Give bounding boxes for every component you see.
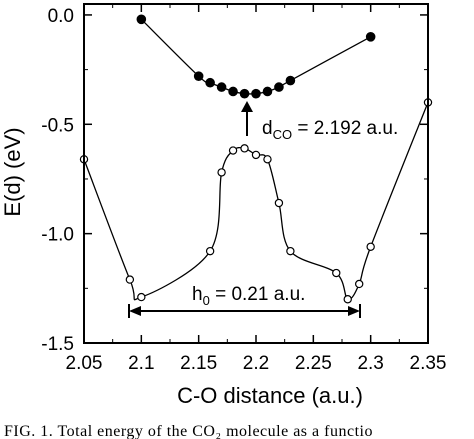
- figure-caption: FIG. 1. Total energy of the CO₂ molecule…: [4, 423, 373, 439]
- filled-data-point: [251, 88, 261, 99]
- filled-data-point: [193, 71, 204, 81]
- open-data-point: [343, 295, 352, 304]
- filled-data-point: [216, 82, 227, 92]
- markers-layer: [79, 14, 433, 304]
- y-tick-label: -1.5: [41, 334, 74, 355]
- open-data-point: [240, 144, 249, 153]
- curves-layer: [83, 18, 429, 301]
- x-axis-title: C-O distance (a.u.): [177, 383, 363, 408]
- open-data-point: [217, 168, 226, 177]
- filled-data-point: [239, 88, 250, 99]
- open-data-point: [205, 246, 215, 256]
- x-tick-label: 2.25: [295, 353, 332, 374]
- open-data-point: [286, 246, 295, 256]
- filled-data-point: [228, 86, 238, 97]
- x-tick-label: 2.05: [66, 353, 103, 374]
- filled-data-point: [205, 77, 215, 88]
- open-data-point: [125, 275, 135, 284]
- h0-annotation: h0 = 0.21 a.u.: [128, 284, 361, 318]
- filled-data-point: [274, 82, 284, 92]
- dco-annotation: dCO = 2.192 a.u.: [241, 101, 398, 142]
- upper-curve-line: [140, 18, 371, 95]
- open-data-point: [274, 198, 284, 208]
- filled-data-point: [136, 14, 147, 25]
- open-data-point: [263, 155, 272, 164]
- x-tick-label: 2.2: [243, 353, 269, 374]
- h0-arrow-head-left: [129, 306, 141, 316]
- filled-data-point: [262, 86, 273, 97]
- h0-arrow-head-right: [348, 306, 360, 316]
- open-data-point: [355, 279, 364, 289]
- ticks-layer: 2.05 2.1 2.15 2.2 2.25 2.3 2.35 0.0 -0.5 -1.0 -1.5: [41, 4, 446, 374]
- y-tick-label: -0.5: [41, 115, 74, 136]
- x-tick-label: 2.3: [357, 353, 383, 374]
- dco-arrow-head: [241, 101, 253, 112]
- open-data-point: [251, 150, 261, 160]
- h0-label: h0 = 0.21 a.u.: [192, 284, 305, 308]
- filled-data-point: [285, 75, 296, 86]
- open-data-point: [228, 146, 238, 155]
- y-axis-title: E(d) (eV): [0, 127, 25, 216]
- y-tick-label: 0.0: [48, 6, 74, 27]
- open-data-point: [332, 268, 341, 278]
- x-tick-label: 2.35: [410, 353, 447, 374]
- x-tick-label: 2.15: [180, 353, 217, 374]
- open-data-point: [366, 242, 375, 251]
- open-data-point: [137, 292, 146, 302]
- x-tick-label: 2.1: [128, 353, 154, 374]
- dco-label: dCO = 2.192 a.u.: [262, 118, 398, 142]
- y-tick-label: -1.0: [41, 225, 74, 246]
- filled-data-point: [365, 32, 376, 42]
